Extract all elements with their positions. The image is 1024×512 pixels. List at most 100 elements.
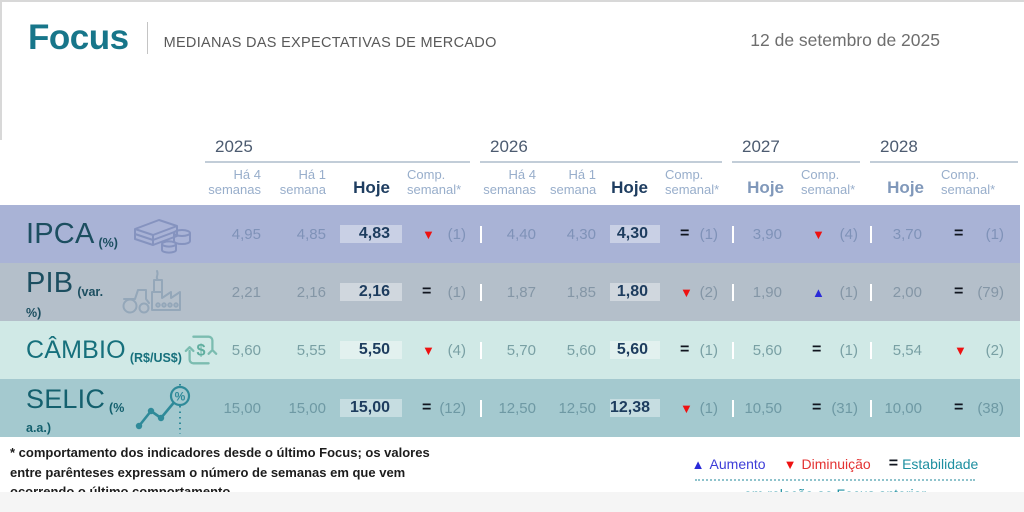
window-top-border xyxy=(0,0,1024,2)
cambio-2025-ha1: 5,55 xyxy=(296,341,326,359)
weeks-count: (1) xyxy=(839,341,858,359)
col-2027-hoje: Hoje xyxy=(747,178,784,197)
weeks-count: (79) xyxy=(977,283,1004,301)
cambio-2026-comp: = (1) xyxy=(660,342,732,359)
col-2026-ha1: Há 1 semana xyxy=(550,167,597,198)
pib-2025-comp: = (1) xyxy=(402,284,480,301)
table-row-pib: PIB (var. %) xyxy=(0,263,1020,321)
legend-items: ▲ Aumento ▼ Diminuição = Estabilidade xyxy=(691,456,979,473)
cambio-2026-ha4: 5,70 xyxy=(480,341,550,359)
col-2025-hoje: Hoje xyxy=(353,178,390,197)
weeks-count: (1) xyxy=(699,399,718,417)
weeks-count: (1) xyxy=(447,225,466,243)
legend-decrease: ▼ Diminuição xyxy=(783,456,871,472)
selic-2027-comp: = (31) xyxy=(796,400,870,417)
svg-text:%: % xyxy=(175,390,186,404)
trend-icon: = xyxy=(422,399,431,416)
row-header-ipca: IPCA (%) xyxy=(0,205,205,263)
trend-icon: ▼ xyxy=(680,284,693,300)
up-triangle-icon: ▲ xyxy=(691,456,705,472)
down-triangle-icon: ▼ xyxy=(783,456,797,472)
row-label: SELIC xyxy=(26,383,106,414)
cambio-2028-hoje: 5,54 xyxy=(870,341,936,359)
svg-text:$: $ xyxy=(196,342,205,360)
selic-2027-hoje: 10,50 xyxy=(732,399,796,417)
row-unit: (%) xyxy=(98,235,118,250)
bottom-strip xyxy=(0,492,1024,512)
pib-2025-ha4: 2,21 xyxy=(231,283,261,301)
row-header-pib: PIB (var. %) xyxy=(0,263,205,321)
row-unit: (var. %) xyxy=(26,284,104,320)
selic-2026-ha1: 12,50 xyxy=(558,399,596,417)
row-label: PIB xyxy=(26,266,74,299)
trend-icon: ▼ xyxy=(680,400,693,416)
report-header: Focus MEDIANAS DAS EXPECTATIVAS DE MERCA… xyxy=(28,18,497,58)
col-2026-ha4: Há 4 semanas xyxy=(483,167,536,198)
legend-increase: ▲ Aumento xyxy=(691,456,766,472)
selic-2028-comp: = (38) xyxy=(936,400,1020,417)
cambio-2025-comp: ▼ (4) xyxy=(402,342,480,359)
trend-icon: = xyxy=(812,341,821,358)
window-left-border xyxy=(0,0,2,140)
row-title: CÂMBIO (R$/US$) xyxy=(26,336,182,365)
row-label: CÂMBIO xyxy=(26,335,126,364)
weeks-count: (1) xyxy=(699,341,718,359)
ipca-2028-comp: = (1) xyxy=(936,226,1020,243)
corner-cell xyxy=(0,198,205,205)
legend-dotted-divider xyxy=(695,479,975,481)
trend-icon: ▼ xyxy=(954,342,967,358)
pib-2028-comp: = (79) xyxy=(936,284,1020,301)
year-2025: 2025 xyxy=(205,137,470,163)
legend-stability: = Estabilidade xyxy=(888,455,979,473)
pib-2025-hoje: 2,16 xyxy=(340,283,402,301)
cambio-2025-ha4: 5,60 xyxy=(231,341,261,359)
year-2027: 2027 xyxy=(732,137,860,163)
weeks-count: (1) xyxy=(839,283,858,301)
trend-icon: = xyxy=(680,225,689,242)
selic-2025-ha1: 15,00 xyxy=(288,399,326,417)
year-header-row: 2025 2026 2027 2028 xyxy=(0,133,1020,163)
ipca-2027-comp: ▼ (4) xyxy=(796,226,870,243)
trend-icon: = xyxy=(680,341,689,358)
selic-2026-comp: ▼ (1) xyxy=(660,400,732,417)
weeks-count: (1) xyxy=(447,283,466,301)
col-2025-ha1: Há 1 semana xyxy=(279,167,326,198)
col-2025-ha4: Há 4 semanas xyxy=(208,167,261,198)
expectations-table: 2025 2026 2027 2028 Há 4 semanas Há 1 se… xyxy=(0,133,1020,437)
column-header-row: Há 4 semanas Há 1 semana Hoje Comp. sema… xyxy=(0,163,1020,205)
ipca-2026-hoje: 4,30 xyxy=(610,225,660,243)
pib-2026-ha4: 1,87 xyxy=(480,283,550,301)
selic-2026-hoje: 12,38 xyxy=(610,399,660,417)
col-2026-comp: Comp. semanal* xyxy=(665,167,720,198)
trend-icon: = xyxy=(422,283,431,300)
col-2028-hoje: Hoje xyxy=(887,178,924,197)
ipca-2026-ha4: 4,40 xyxy=(480,225,550,243)
weeks-count: (1) xyxy=(699,225,718,243)
pib-2027-hoje: 1,90 xyxy=(732,283,796,301)
row-label: IPCA xyxy=(26,217,95,250)
weeks-count: (2) xyxy=(985,341,1004,359)
cambio-2028-comp: ▼ (2) xyxy=(936,342,1020,359)
ipca-2026-ha1: 4,30 xyxy=(566,225,596,243)
pib-2025-ha1: 2,16 xyxy=(296,283,326,301)
col-2026-hoje: Hoje xyxy=(611,178,648,197)
trend-icon: ▲ xyxy=(812,284,825,300)
header-divider xyxy=(146,22,148,54)
selic-2025-hoje: 15,00 xyxy=(340,399,402,417)
row-title: IPCA (%) xyxy=(26,218,118,251)
selic-2026-ha4: 12,50 xyxy=(480,399,550,417)
weeks-count: (1) xyxy=(985,225,1004,243)
col-2028-comp: Comp. semanal* xyxy=(941,167,996,198)
trend-icon: ▼ xyxy=(422,342,435,358)
report-subtitle: MEDIANAS DAS EXPECTATIVAS DE MERCADO xyxy=(163,35,497,51)
trend-icon: ▼ xyxy=(812,226,825,242)
row-header-cambio: CÂMBIO (R$/US$) $ xyxy=(0,321,218,379)
row-title: SELIC (% a.a.) xyxy=(26,383,133,435)
weeks-count: (12) xyxy=(439,399,466,417)
year-2026: 2026 xyxy=(480,137,722,163)
selic-2025-comp: = (12) xyxy=(402,400,480,417)
table-row-ipca: IPCA (%) xyxy=(0,205,1020,263)
row-unit: (% a.a.) xyxy=(26,400,125,435)
focus-logo: Focus xyxy=(28,18,129,57)
pib-2026-hoje: 1,80 xyxy=(610,283,660,301)
